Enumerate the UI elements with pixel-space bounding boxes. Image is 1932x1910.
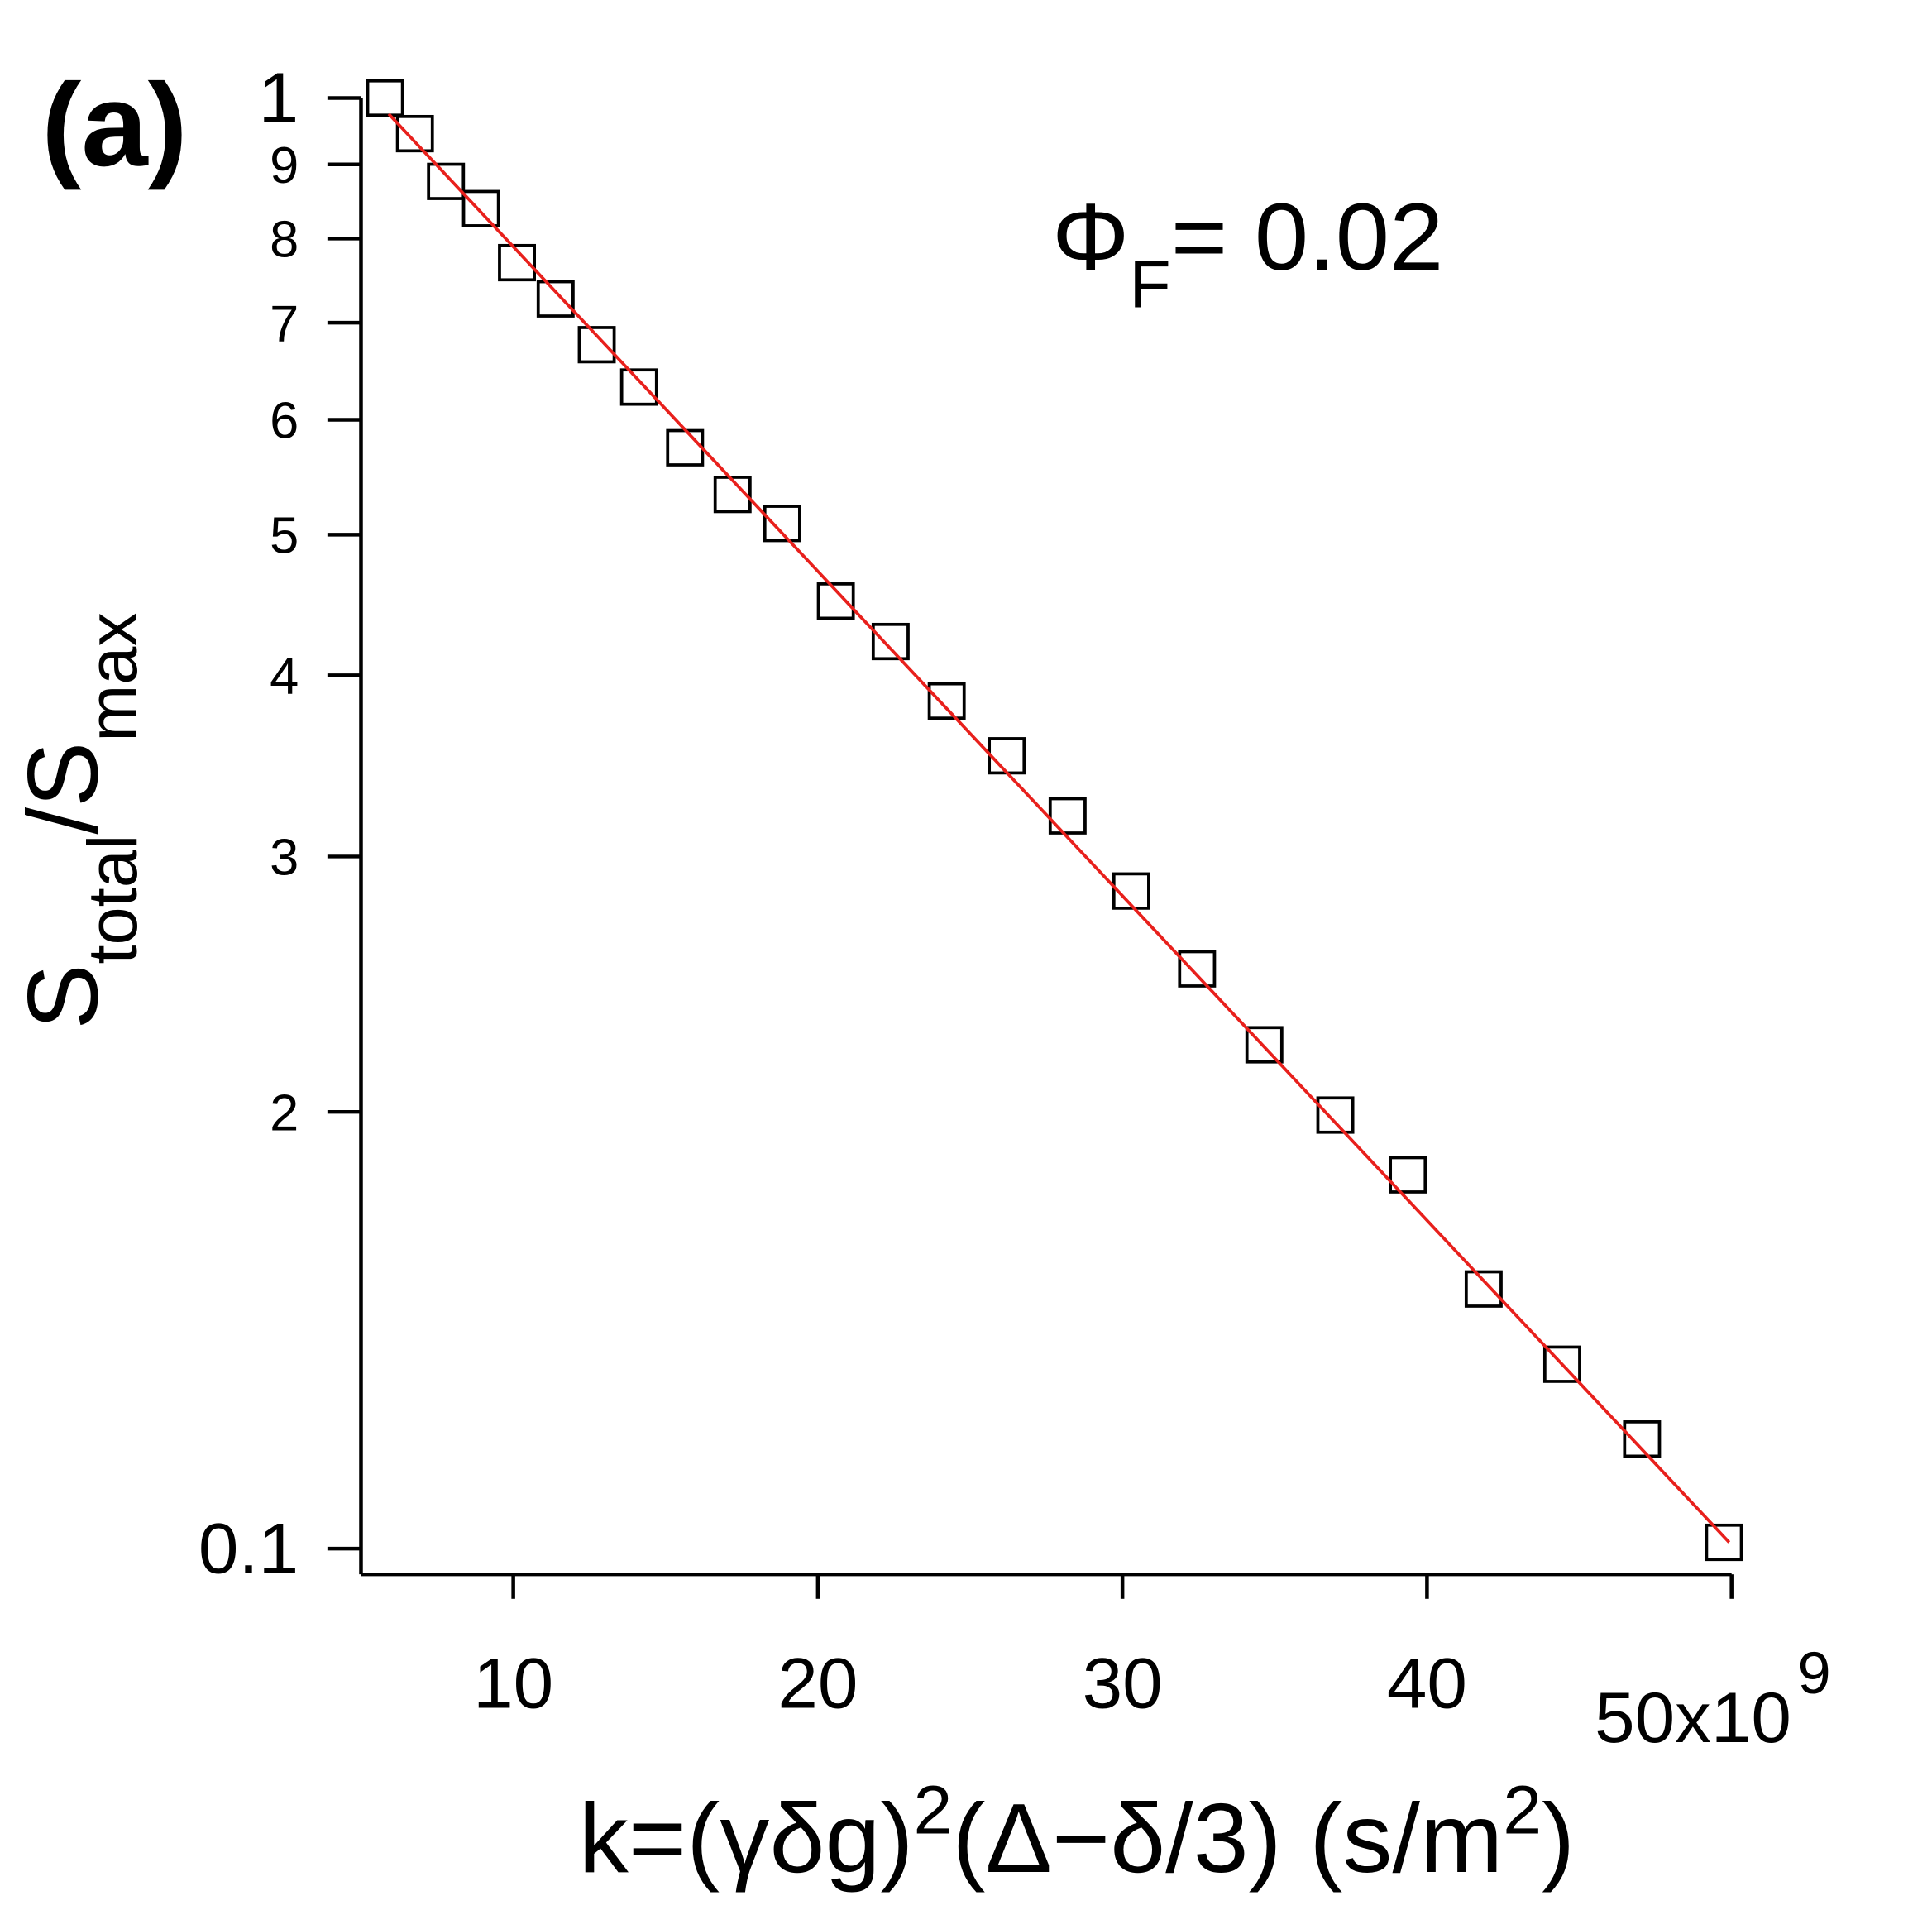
panel-label: (a) (41, 60, 188, 191)
x-tick-label: 10 (473, 1644, 553, 1723)
x-tick-label: 20 (777, 1644, 858, 1723)
marker (461, 189, 500, 227)
y-tick-label: 0.1 (198, 1510, 299, 1588)
y-axis-title-part: /S (8, 742, 119, 835)
annotation-part: F (1130, 247, 1171, 322)
annotation: ΦF= 0.02 (1052, 184, 1444, 322)
marker (871, 622, 910, 661)
y-tick-label: 5 (270, 507, 299, 564)
y-tick-label: 7 (270, 295, 299, 352)
marker (816, 582, 855, 620)
x-tick-label: 30 (1083, 1644, 1163, 1723)
y-tick-label: 6 (270, 392, 299, 449)
y-tick-label: 8 (270, 211, 299, 268)
y-tick-label: 3 (270, 829, 299, 886)
marker (427, 162, 466, 200)
marker (1389, 1156, 1427, 1194)
marker (713, 476, 752, 514)
marker (988, 737, 1026, 775)
y-tick-label: 4 (270, 648, 299, 705)
marker (763, 505, 801, 543)
y-tick-label: 9 (270, 136, 299, 194)
y-tick-label: 1 (259, 60, 299, 138)
y-axis-title: Stotal/Smax (8, 612, 151, 1029)
marker (536, 280, 575, 318)
marker (366, 79, 404, 117)
marker (927, 682, 966, 720)
x-axis-title-part: ) (1542, 1784, 1575, 1893)
y-tick-label: 2 (270, 1084, 299, 1142)
marker (1178, 950, 1217, 988)
x-axis-title-part: k=(γδg) (579, 1784, 914, 1893)
marker (498, 243, 536, 282)
marker (619, 368, 658, 406)
x-exponent: 9 (1797, 1640, 1830, 1706)
y-axis-title-part: total (73, 835, 151, 965)
y-axis-title-part: max (73, 612, 151, 742)
x-axis-title-part: 2 (914, 1771, 953, 1848)
marker (1112, 872, 1150, 910)
fit-line (387, 112, 1731, 1544)
marker (395, 114, 434, 153)
annotation-part: = 0.02 (1171, 184, 1444, 290)
marker (1705, 1523, 1743, 1562)
x-tick-label: 40 (1387, 1644, 1467, 1723)
marker (1316, 1096, 1355, 1134)
x-axis-title: k=(γδg)2(Δ−δ/3) (s/m2) (579, 1771, 1576, 1893)
marker (1623, 1420, 1662, 1458)
marker (666, 428, 705, 467)
x-axis-title-part: 2 (1503, 1771, 1542, 1848)
x-axis-title-part: (Δ−δ/3) (s/m (952, 1784, 1503, 1893)
marker (1464, 1270, 1503, 1308)
marker (1542, 1345, 1581, 1383)
y-axis-title-part: S (8, 965, 119, 1030)
marker (1245, 1026, 1284, 1064)
annotation-part: Φ (1052, 184, 1130, 290)
marker (1048, 797, 1087, 835)
marker (577, 326, 616, 364)
x-tick-label: 50x10 (1595, 1679, 1791, 1758)
